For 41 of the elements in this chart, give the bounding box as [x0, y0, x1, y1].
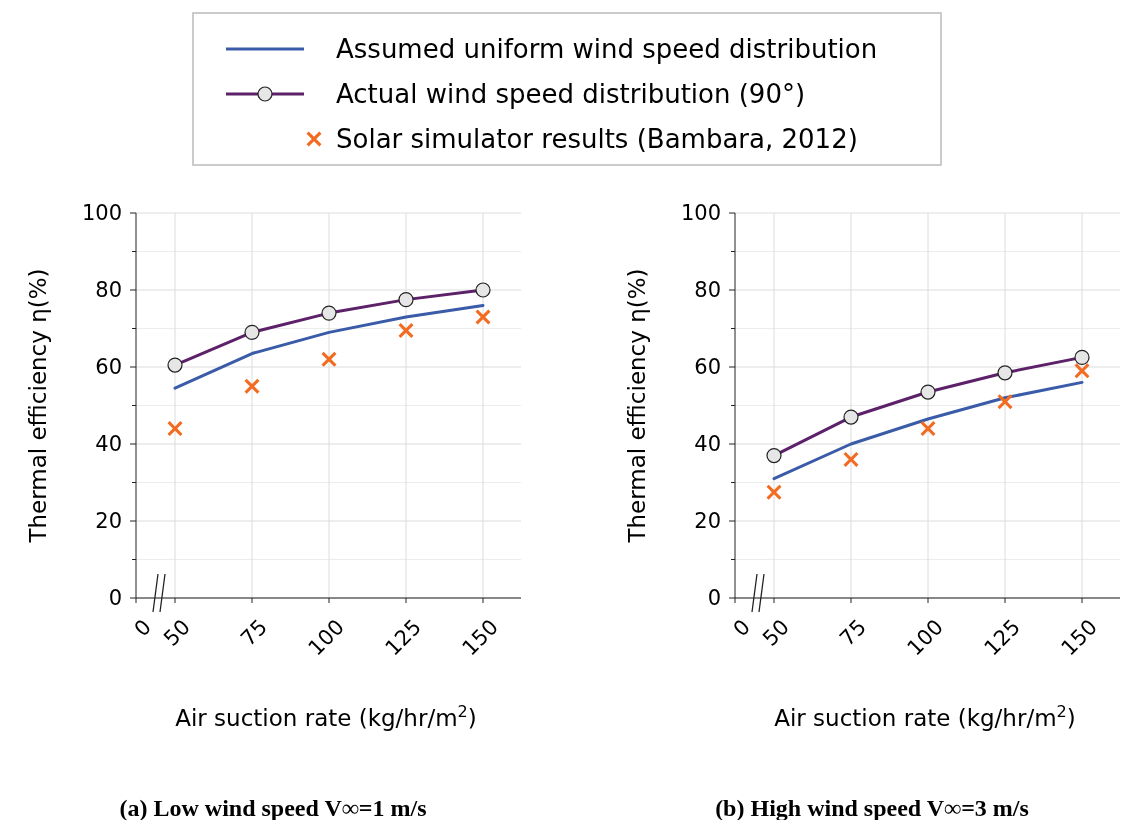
y-tick-label: 20 — [95, 509, 122, 534]
y-tick-label: 100 — [680, 201, 721, 226]
point — [920, 421, 936, 437]
x-axis-title: Air suction rate (kg/hr/m$^{2}$) — [774, 701, 1076, 731]
line-series — [173, 303, 485, 390]
y-tick-label: 20 — [694, 509, 721, 534]
x-tick-label: 100 — [902, 614, 948, 661]
x-tick-label: 0 — [728, 614, 755, 642]
legend-label: Solar simulator results (Bambara, 2012) — [336, 124, 858, 155]
point — [997, 394, 1013, 410]
y-tick-label: 60 — [694, 355, 721, 380]
y-tick-label: 60 — [95, 355, 122, 380]
point — [398, 322, 414, 338]
x-tick-label: 100 — [303, 614, 349, 661]
x-tick-label: 150 — [1056, 614, 1102, 661]
y-tick-label: 100 — [81, 201, 122, 226]
y-tick-label: 40 — [694, 432, 721, 457]
x-axis-title: Air suction rate (kg/hr/m$^{2}$) — [175, 701, 477, 731]
point — [843, 451, 859, 467]
point — [244, 378, 260, 394]
legend-label: Assumed uniform wind speed distribution — [336, 34, 878, 65]
y-tick-label: 40 — [95, 432, 122, 457]
point — [167, 421, 183, 437]
x-tick-label: 0 — [129, 614, 156, 642]
legend-label: Actual wind speed distribution (90°) — [336, 79, 806, 110]
y-axis-title: Thermal efficiency η(%) — [25, 268, 51, 544]
point — [475, 309, 491, 325]
x-tick-label: 150 — [457, 614, 503, 661]
y-tick-label: 80 — [694, 278, 721, 303]
y-tick-label: 0 — [108, 586, 122, 611]
line-series — [772, 380, 1084, 481]
y-tick-label: 0 — [707, 586, 721, 611]
point — [321, 351, 337, 367]
point — [1074, 363, 1090, 379]
x-tick-label: 50 — [159, 614, 195, 651]
x-tick-label: 75 — [835, 614, 871, 651]
x-tick-label: 75 — [236, 614, 272, 651]
point — [766, 484, 782, 500]
y-tick-label: 80 — [95, 278, 122, 303]
y-axis-title: Thermal efficiency η(%) — [624, 268, 650, 544]
x-tick-label: 50 — [758, 614, 794, 651]
